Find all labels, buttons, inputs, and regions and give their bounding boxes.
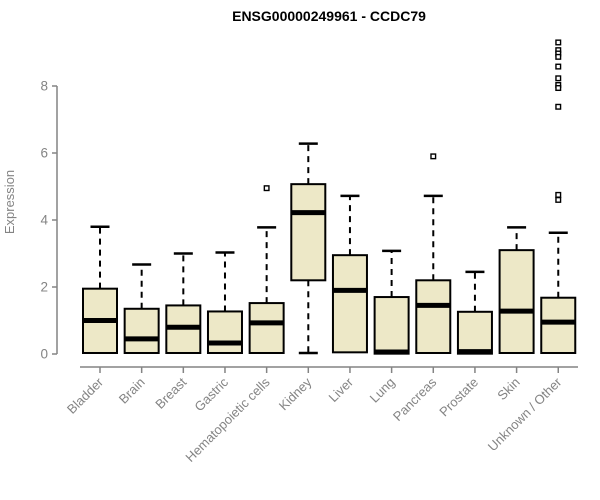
outlier-point-unknown-other: [555, 53, 562, 60]
box-gastric: [206, 310, 243, 354]
box-skin: [498, 249, 535, 354]
outlier-point-pancreas: [430, 153, 437, 160]
x-tick-label-gastric: Gastric: [191, 374, 231, 414]
box-brain: [123, 307, 160, 354]
box-liver: [331, 254, 368, 354]
x-tick-label-unknown-other: Unknown / Other: [485, 374, 565, 454]
box-pancreas: [415, 279, 452, 354]
box-unknown-other: [540, 296, 577, 354]
x-tick-label-prostate: Prostate: [436, 375, 481, 420]
outlier-point-hematopoietic-cells: [263, 185, 270, 192]
outlier-point-unknown-other: [555, 75, 562, 82]
x-tick-label-kidney: Kidney: [276, 374, 315, 413]
x-tick-label-liver: Liver: [326, 374, 357, 405]
outlier-point-unknown-other: [555, 196, 562, 203]
outlier-point-unknown-other: [555, 39, 562, 46]
x-tick-label-breast: Breast: [152, 374, 189, 411]
outlier-point-unknown-other: [555, 191, 562, 198]
chart-title: ENSG00000249961 - CCDC79: [232, 8, 426, 24]
box-hematopoietic-cells: [248, 302, 285, 354]
box-prostate: [456, 310, 493, 355]
outlier-point-unknown-other: [555, 63, 562, 70]
x-tick-label-pancreas: Pancreas: [390, 374, 440, 424]
x-tick-label-brain: Brain: [116, 375, 148, 407]
outlier-point-unknown-other: [555, 85, 562, 92]
box-lung: [373, 296, 410, 355]
x-tick-label-bladder: Bladder: [64, 374, 107, 417]
y-tick-label: 6: [40, 146, 48, 161]
y-tick-label: 2: [40, 280, 48, 295]
outlier-point-unknown-other: [555, 103, 562, 110]
x-tick-label-skin: Skin: [494, 375, 522, 403]
box-kidney: [290, 183, 327, 282]
y-tick-label: 8: [40, 79, 48, 94]
x-tick-label-lung: Lung: [367, 375, 398, 406]
y-tick-label: 0: [40, 347, 48, 362]
y-tick-label: 4: [40, 213, 48, 228]
